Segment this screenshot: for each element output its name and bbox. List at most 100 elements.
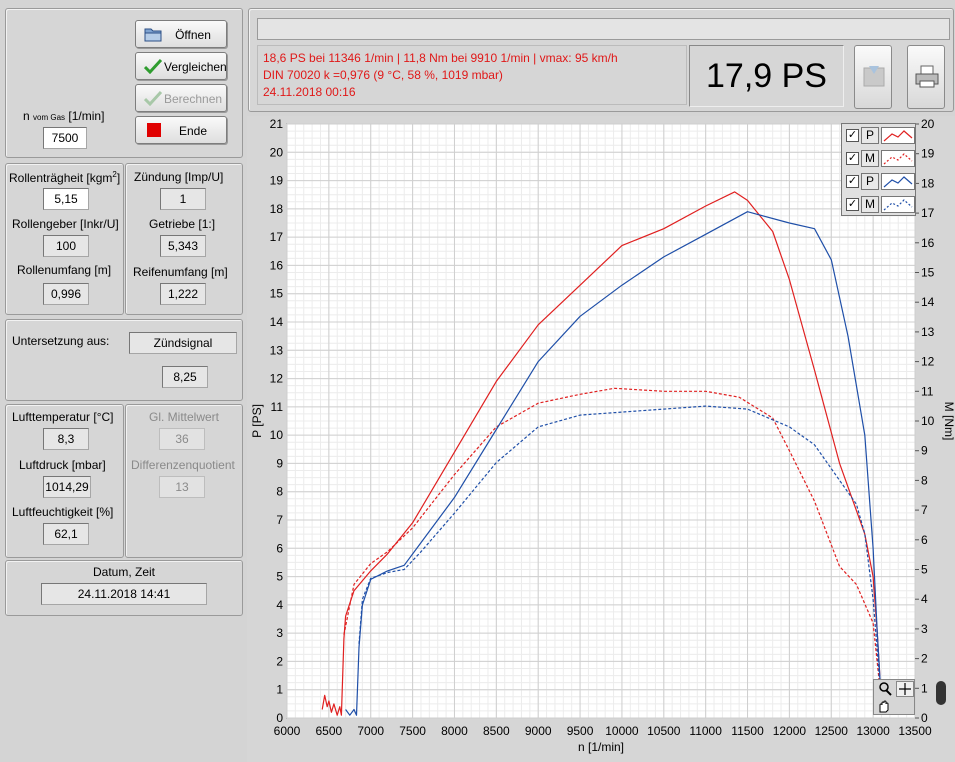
checkmark-icon	[144, 58, 162, 74]
air-pressure-label: Luftdruck [mbar]	[19, 458, 106, 472]
legend-swatch	[881, 173, 915, 190]
y-tick-label: 9	[276, 456, 283, 470]
y2-tick-label: 2	[921, 652, 928, 666]
y-tick-label: 11	[271, 400, 284, 414]
y2-tick-label: 5	[921, 563, 928, 577]
x-tick-label: 6000	[274, 724, 301, 738]
x-tick-label: 10000	[605, 724, 639, 738]
y-tick-label: 16	[270, 258, 284, 272]
y2-tick-label: 9	[921, 444, 928, 458]
moving-avg-input[interactable]: 36	[159, 428, 205, 450]
title-bar	[257, 18, 950, 40]
result-text-box: 18,6 PS bei 11346 1/min | 11,8 Nm bei 99…	[257, 45, 687, 105]
tire-circumference-label: Reifenumfang [m]	[133, 265, 228, 279]
checkmark-icon	[144, 90, 162, 106]
reduction-source-selector[interactable]: Zündsignal	[129, 332, 237, 354]
print-button[interactable]	[907, 45, 945, 109]
y-tick-label: 12	[270, 372, 284, 386]
y-tick-label: 15	[270, 287, 284, 301]
x-tick-label: 9500	[567, 724, 594, 738]
air-pressure-value: 1014,29	[43, 476, 91, 498]
x-tick-label: 12000	[773, 724, 807, 738]
legend-checkbox[interactable]: ✓	[846, 152, 859, 165]
legend-checkbox[interactable]: ✓	[846, 175, 859, 188]
humidity-value: 62,1	[43, 523, 89, 545]
x-tick-label: 12500	[815, 724, 849, 738]
y-tick-label: 19	[270, 174, 284, 188]
zoom-button[interactable]	[876, 681, 894, 697]
y2-tick-label: 16	[921, 236, 935, 250]
air-temp-value: 8,3	[43, 428, 89, 450]
y2-tick-label: 12	[921, 355, 935, 369]
y2-tick-label: 6	[921, 533, 928, 547]
y2-tick-label: 1	[921, 681, 928, 695]
series-line-m-3	[358, 405, 883, 704]
x-tick-label: 7500	[399, 724, 426, 738]
x-tick-label: 11000	[689, 724, 722, 738]
legend-swatch	[881, 150, 915, 167]
end-button-label: Ende	[178, 124, 208, 138]
gearbox-label: Getriebe [1:]	[149, 217, 216, 231]
x-tick-label: 13500	[898, 724, 932, 738]
y-tick-label: 0	[276, 711, 283, 725]
ignition-label: Zündung [Imp/U]	[134, 170, 224, 184]
pan-button[interactable]	[876, 699, 894, 714]
legend-letter: P	[861, 127, 879, 144]
x-tick-label: 13000	[856, 724, 890, 738]
x-axis-label: n [1/min]	[578, 740, 624, 754]
open-button[interactable]: Öffnen	[135, 20, 227, 48]
y2-tick-label: 3	[921, 622, 928, 636]
y-tick-label: 8	[276, 485, 283, 499]
calculate-button[interactable]: Berechnen	[135, 84, 227, 112]
calculate-button-label: Berechnen	[164, 92, 223, 106]
y2-axis-label: M [Nm]	[942, 402, 955, 441]
scroll-knob[interactable]	[936, 681, 946, 705]
y2-tick-label: 20	[921, 117, 935, 131]
end-button[interactable]: Ende	[135, 116, 227, 144]
air-temp-label: Lufttemperatur [°C]	[12, 410, 114, 424]
y2-tick-label: 10	[921, 414, 935, 428]
graph-palette	[873, 679, 915, 715]
y2-tick-label: 4	[921, 592, 928, 606]
diff-quotient-input[interactable]: 13	[159, 476, 205, 498]
gearbox-value: 5,343	[160, 235, 206, 257]
series-line-m-1	[343, 387, 883, 704]
y-tick-label: 7	[276, 513, 283, 527]
y-tick-label: 5	[276, 570, 283, 584]
compare-button[interactable]: Vergleichen	[135, 52, 227, 80]
y2-tick-label: 7	[921, 503, 928, 517]
y-tick-label: 18	[270, 202, 284, 216]
y2-tick-label: 19	[921, 147, 935, 161]
printer-icon	[915, 65, 939, 88]
result-line-date: 24.11.2018 00:16	[263, 85, 356, 99]
power-readout: 17,9 PS	[689, 45, 844, 107]
folder-icon	[144, 28, 162, 42]
y2-tick-label: 8	[921, 473, 928, 487]
legend-letter: P	[861, 173, 879, 190]
roller-inertia-input[interactable]: 5,15	[43, 188, 89, 210]
series-line-p-0	[321, 191, 883, 716]
roller-params-panel: Rollenträgheit [kgm2] 5,15 Rollengeber […	[5, 163, 124, 315]
x-tick-label: 10500	[647, 724, 681, 738]
rpm-from-gas-input[interactable]: 7500	[43, 127, 87, 149]
result-line-peak: 18,6 PS bei 11346 1/min | 11,8 Nm bei 99…	[263, 51, 618, 65]
cursor-button[interactable]	[896, 681, 914, 697]
x-tick-label: 6500	[316, 724, 343, 738]
filter-panel: Gl. Mittelwert 36 Differenzenquotient 13	[125, 404, 243, 558]
y-tick-label: 3	[276, 626, 283, 640]
y-tick-label: 1	[276, 683, 283, 697]
x-tick-label: 7000	[357, 724, 384, 738]
reduction-value: 8,25	[162, 366, 208, 388]
y2-tick-label: 13	[921, 325, 935, 339]
y-tick-label: 21	[270, 117, 284, 131]
x-tick-label: 8500	[483, 724, 510, 738]
gear-params-panel: Zündung [Imp/U] 1 Getriebe [1:] 5,343 Re…	[125, 163, 243, 315]
save-button[interactable]	[854, 45, 892, 109]
stop-square-icon	[147, 123, 161, 137]
legend-letter: M	[861, 150, 879, 167]
legend-checkbox[interactable]: ✓	[846, 198, 859, 211]
x-tick-label: 11500	[731, 724, 764, 738]
tire-circumference-value: 1,222	[160, 283, 206, 305]
y-tick-label: 6	[276, 541, 283, 555]
legend-checkbox[interactable]: ✓	[846, 129, 859, 142]
